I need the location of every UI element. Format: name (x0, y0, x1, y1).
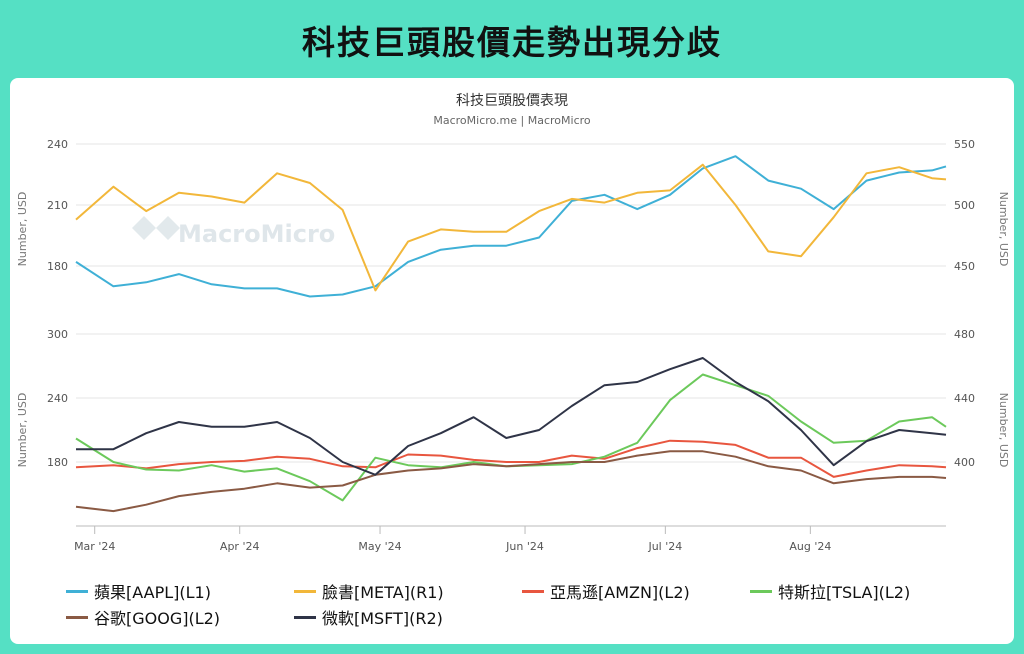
legend-swatch (750, 589, 772, 593)
series-line (76, 357, 947, 476)
x-tick-label: Apr '24 (220, 540, 260, 553)
right-tick-label: 480 (954, 328, 975, 341)
legend-item-goog[interactable]: 谷歌[GOOG](L2) (66, 605, 294, 629)
series-line (75, 450, 947, 513)
legend-label: 亞馬遜[AMZN](L2) (550, 583, 690, 602)
chart-title: 科技巨頭股價表現 (456, 93, 568, 109)
x-tick-label: May '24 (358, 540, 401, 553)
x-tick-label: Jul '24 (647, 540, 682, 553)
legend-item-tsla[interactable]: 特斯拉[TSLA](L2) (750, 579, 978, 603)
left-tick-label: 240 (47, 138, 68, 151)
watermark-text: MacroMicro (178, 220, 335, 248)
left-axis-label: Number, USD (16, 393, 29, 468)
legend-label: 臉書[META](R1) (322, 583, 444, 602)
watermark-logo-icon (132, 216, 180, 240)
legend: 蘋果[AAPL](L1) 臉書[META](R1) 亞馬遜[AMZN](L2) … (66, 578, 1006, 630)
right-tick-label: 440 (954, 392, 975, 405)
right-axis-label: Number, USD (997, 192, 1010, 267)
right-axis-label: Number, USD (997, 393, 1010, 468)
legend-label: 特斯拉[TSLA](L2) (778, 583, 911, 602)
chart-svg: MacroMicro 240 550 210 500 180 450 Number, USD N… (16, 138, 1010, 553)
left-tick-label: 240 (47, 392, 68, 405)
chart-card: MacroMicro 240 550 210 500 180 450 Number, USD N… (10, 78, 1014, 644)
left-tick-label: 180 (47, 260, 68, 273)
right-tick-label: 450 (954, 260, 975, 273)
legend-label: 谷歌[GOOG](L2) (94, 609, 221, 628)
legend-row: 蘋果[AAPL](L1) 臉書[META](R1) 亞馬遜[AMZN](L2) … (66, 578, 1006, 604)
left-tick-label: 210 (47, 199, 68, 212)
series-line (75, 439, 947, 478)
right-tick-label: 500 (954, 199, 975, 212)
legend-swatch (66, 615, 88, 619)
chart-source: MacroMicro.me | MacroMicro (433, 114, 591, 127)
legend-swatch (294, 589, 316, 593)
series-line (75, 155, 947, 298)
legend-item-aapl[interactable]: 蘋果[AAPL](L1) (66, 579, 294, 603)
legend-label: 微軟[MSFT](R2) (322, 609, 443, 628)
right-tick-label: 400 (954, 456, 975, 469)
x-tick-label: Mar '24 (74, 540, 115, 553)
right-tick-label: 550 (954, 138, 975, 151)
legend-label: 蘋果[AAPL](L1) (94, 583, 211, 602)
series-line (75, 163, 947, 292)
left-tick-label: 300 (47, 328, 68, 341)
legend-swatch (66, 589, 88, 593)
legend-swatch (522, 589, 544, 593)
banner: 科技巨頭股價走勢出現分歧 (0, 0, 1024, 80)
x-tick-label: Aug '24 (789, 540, 831, 553)
page-title: 科技巨頭股價走勢出現分歧 (302, 23, 722, 62)
legend-row: 谷歌[GOOG](L2) 微軟[MSFT](R2) (66, 604, 1006, 630)
legend-item-msft[interactable]: 微軟[MSFT](R2) (294, 605, 522, 629)
legend-swatch (294, 615, 316, 619)
left-tick-label: 180 (47, 456, 68, 469)
legend-item-meta[interactable]: 臉書[META](R1) (294, 579, 522, 603)
x-tick-label: Jun '24 (505, 540, 544, 553)
left-axis-label: Number, USD (16, 192, 29, 267)
legend-item-amzn[interactable]: 亞馬遜[AMZN](L2) (522, 579, 750, 603)
